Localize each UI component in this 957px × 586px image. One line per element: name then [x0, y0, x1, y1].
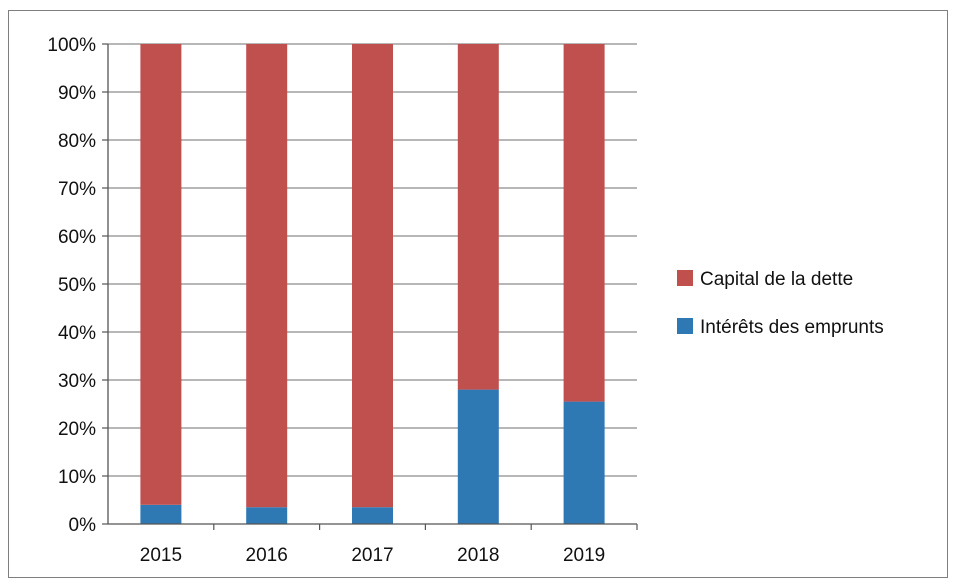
bar-capital-de-la-dette-2018: [457, 44, 499, 390]
y-tick-label: 10%: [58, 467, 96, 488]
y-tick-label: 30%: [58, 371, 96, 392]
y-tick-label: 20%: [58, 419, 96, 440]
y-tick-label: 0%: [69, 515, 97, 536]
legend-swatch: [677, 270, 693, 286]
legend-swatch: [677, 318, 693, 334]
legend-label: Intérêts des emprunts: [700, 317, 884, 338]
y-tick-label: 80%: [58, 131, 96, 152]
bar-interets-des-emprunts-2015: [140, 504, 182, 524]
bar-capital-de-la-dette-2019: [563, 44, 605, 402]
y-tick-labels: 0% 10% 20% 30% 40% 50% 60% 70% 80% 90% 100%: [47, 35, 96, 536]
x-tick-label: 2016: [246, 545, 288, 566]
bar-capital-de-la-dette-2015: [140, 44, 182, 505]
axes: [102, 43, 638, 530]
x-tick-label: 2019: [563, 545, 605, 566]
x-tick-label: 2017: [351, 545, 393, 566]
bar-capital-de-la-dette-2017: [352, 44, 393, 508]
x-tick-label: 2018: [457, 545, 499, 566]
bar-interets-des-emprunts-2019: [563, 401, 605, 524]
x-tick-labels: 2015 2016 2017 2018 2019: [140, 545, 605, 566]
y-tick-label: 50%: [58, 275, 96, 296]
y-tick-label: 60%: [58, 227, 96, 248]
bar-capital-de-la-dette-2016: [246, 44, 288, 508]
legend-label: Capital de la dette: [700, 269, 853, 290]
bar-interets-des-emprunts-2018: [457, 389, 499, 524]
y-tick-label: 90%: [58, 83, 96, 104]
y-tick-label: 100%: [47, 35, 96, 56]
bar-interets-des-emprunts-2016: [246, 507, 288, 524]
bar-interets-des-emprunts-2017: [352, 507, 393, 524]
bars: [140, 44, 605, 524]
legend: Capital de la dette Intérêts des emprunts: [677, 269, 884, 338]
y-tick-label: 70%: [58, 179, 96, 200]
y-tick-label: 40%: [58, 323, 96, 344]
x-tick-label: 2015: [140, 545, 182, 566]
